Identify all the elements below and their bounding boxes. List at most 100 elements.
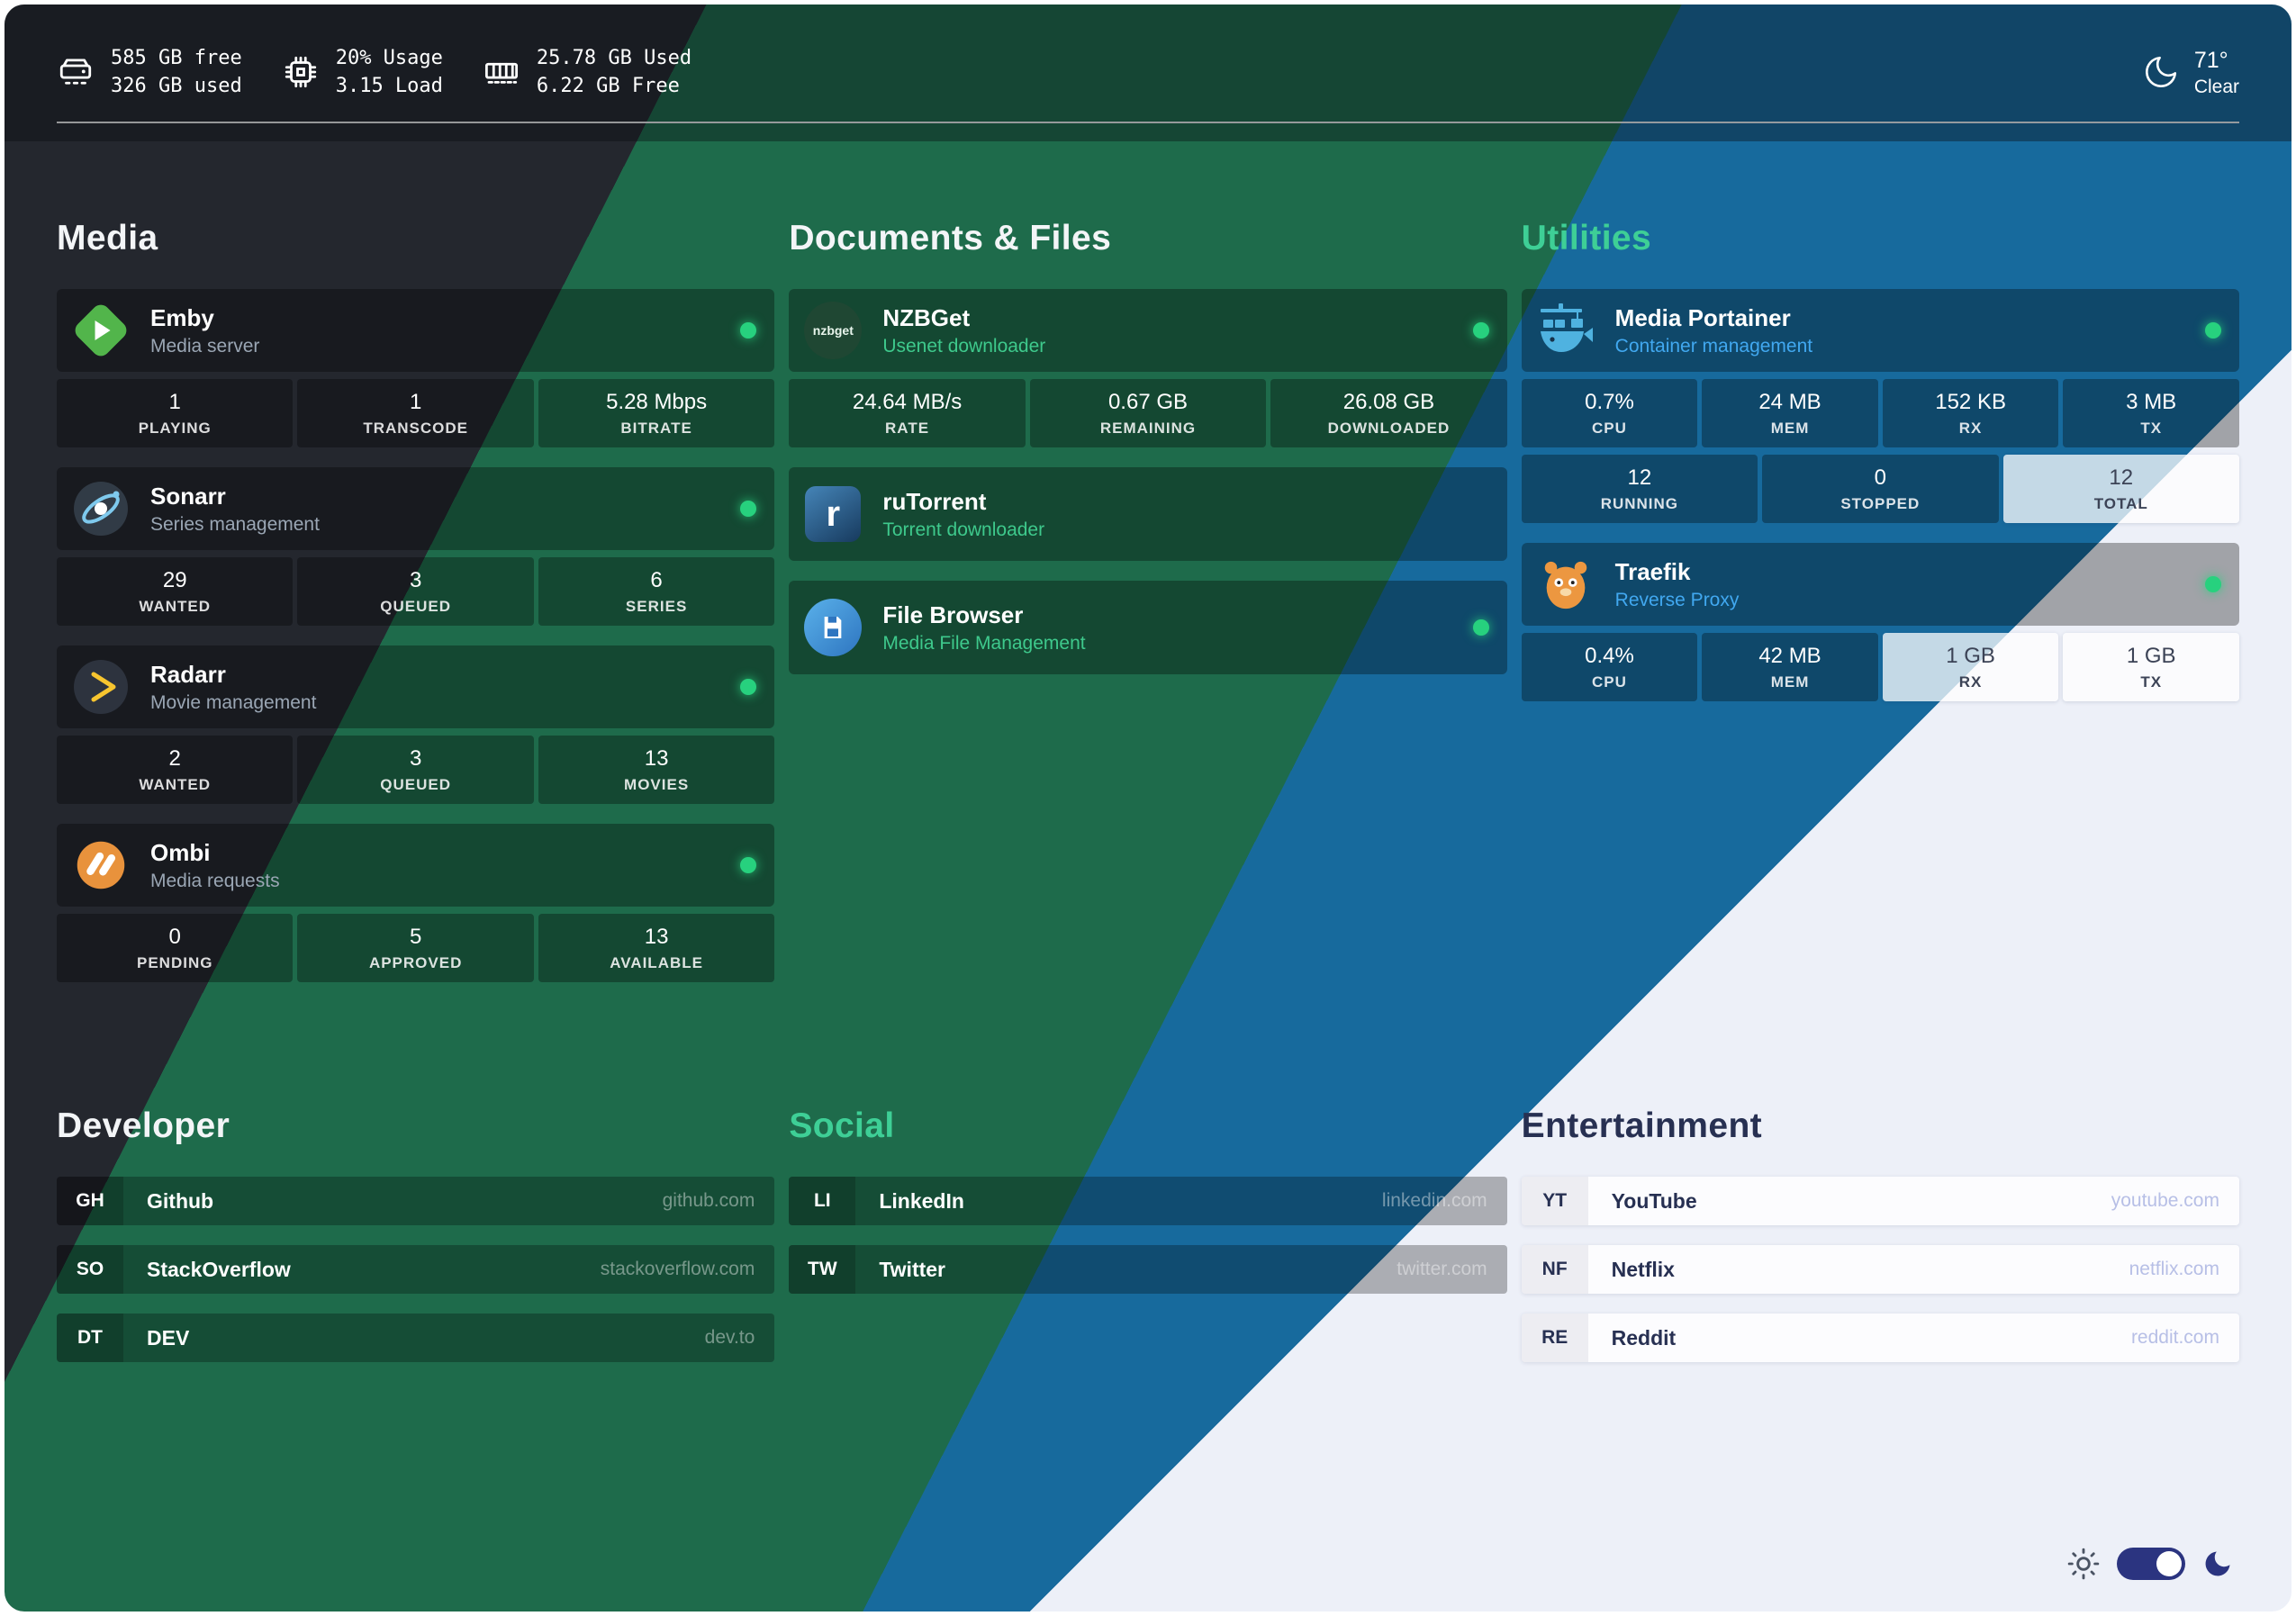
stat-value: 3 xyxy=(409,745,422,771)
stat-tile: 24 MB MEM xyxy=(1702,379,1878,447)
stat-value: 24.64 MB/s xyxy=(852,389,963,414)
cpu-load-text: 3.15 Load xyxy=(335,75,443,97)
link-name: StackOverflow xyxy=(147,1257,291,1281)
cpu-usage-text: 20% Usage xyxy=(335,47,443,69)
app-card-filebrowser[interactable]: File Browser Media File Management xyxy=(789,581,1507,674)
stat-tile: 2 WANTED xyxy=(57,736,294,804)
disk-stats: 585 GB free 326 GB used xyxy=(57,44,242,100)
stat-label: PENDING xyxy=(136,953,213,971)
topbar-divider xyxy=(57,122,2239,123)
app-subtitle: Series management xyxy=(150,513,320,535)
app-subtitle: Media File Management xyxy=(882,632,1086,654)
link-url: dev.to xyxy=(704,1327,755,1348)
stat-tile: 13 MOVIES xyxy=(538,736,775,804)
section-heading-documents: Documents & Files xyxy=(789,219,1112,257)
app-card-sonarr[interactable]: Sonarr Series management 29 WANTED 3 QUE… xyxy=(57,467,775,626)
link-url: youtube.com xyxy=(2111,1190,2219,1211)
stat-tile: 0.67 GB REMAINING xyxy=(1029,379,1267,447)
stat-tile: 6 SERIES xyxy=(538,557,775,626)
status-dot xyxy=(740,322,757,339)
disk-used-text: 326 GB used xyxy=(111,75,242,97)
stat-value: 12 xyxy=(2109,465,2134,490)
link-youtube[interactable]: YT YouTube youtube.com xyxy=(1521,1177,2239,1225)
link-badge: NF xyxy=(1521,1245,1588,1294)
link-url: linkedin.com xyxy=(1381,1190,1487,1211)
section-heading-media: Media xyxy=(57,219,158,257)
app-subtitle: Movie management xyxy=(150,691,317,713)
app-card-ombi[interactable]: Ombi Media requests 0 PENDING 5 APPROVED xyxy=(57,824,775,982)
theme-switch[interactable] xyxy=(2117,1548,2185,1580)
stat-value: 26.08 GB xyxy=(1342,389,1435,414)
sonarr-icon xyxy=(71,479,131,538)
section-heading-developer: Developer xyxy=(57,1106,231,1145)
status-dot xyxy=(1472,619,1489,636)
app-subtitle: Torrent downloader xyxy=(882,519,1045,540)
cpu-stats: 20% Usage 3.15 Load xyxy=(282,44,443,100)
stat-tile: 5.28 Mbps BITRATE xyxy=(538,379,775,447)
app-title: Media Portainer xyxy=(1614,303,1791,331)
moon-icon-dark xyxy=(2201,1548,2234,1580)
stat-value: 0 xyxy=(1874,465,1886,490)
app-title: Sonarr xyxy=(150,482,226,510)
app-title: NZBGet xyxy=(882,303,971,331)
link-badge: YT xyxy=(1521,1177,1588,1225)
link-name: DEV xyxy=(147,1325,190,1350)
ombi-icon xyxy=(71,835,131,895)
status-dot xyxy=(740,857,757,873)
stat-tile: 12 RUNNING xyxy=(1521,455,1758,523)
stat-value: 29 xyxy=(162,567,187,592)
app-card-radarr[interactable]: Radarr Movie management 2 WANTED 3 QUEUE… xyxy=(57,645,775,804)
stat-label: RATE xyxy=(885,419,930,437)
theme-switch-knob xyxy=(2156,1551,2182,1576)
app-card-emby[interactable]: Emby Media server 1 PLAYING 1 TRANSCODE xyxy=(57,289,775,447)
app-card-traefik[interactable]: Traefik Reverse Proxy 0.4% CPU 42 MB MEM xyxy=(1521,543,2239,701)
section-heading-utilities: Utilities xyxy=(1521,219,1652,257)
stat-tile: 3 QUEUED xyxy=(297,557,534,626)
status-dot xyxy=(1472,322,1489,339)
link-linkedin[interactable]: LI LinkedIn linkedin.com xyxy=(789,1177,1507,1225)
link-reddit[interactable]: RE Reddit reddit.com xyxy=(1521,1314,2239,1362)
app-card-nzbget[interactable]: nzbget NZBGet Usenet downloader 24.64 MB… xyxy=(789,289,1507,447)
stat-label: RX xyxy=(1958,673,1983,691)
section-media: Media Emby Media server xyxy=(57,219,775,1002)
stat-tile: 1 PLAYING xyxy=(57,379,294,447)
status-dot xyxy=(2204,322,2221,339)
stat-value: 13 xyxy=(644,924,669,949)
app-subtitle: Container management xyxy=(1614,335,1813,357)
stat-label: MOVIES xyxy=(624,775,690,793)
link-twitter[interactable]: TW Twitter twitter.com xyxy=(789,1245,1507,1294)
stat-tile: 0.7% CPU xyxy=(1521,379,1698,447)
link-github[interactable]: GH Github github.com xyxy=(57,1177,775,1225)
section-heading-entertainment: Entertainment xyxy=(1521,1106,1763,1145)
stat-value: 13 xyxy=(644,745,669,771)
stat-label: CPU xyxy=(1591,419,1627,437)
stat-label: MEM xyxy=(1770,419,1810,437)
stat-label: CPU xyxy=(1591,673,1627,691)
link-netflix[interactable]: NF Netflix netflix.com xyxy=(1521,1245,2239,1294)
link-url: reddit.com xyxy=(2130,1327,2219,1348)
link-badge: RE xyxy=(1521,1314,1588,1362)
stat-tile: 24.64 MB/s RATE xyxy=(789,379,1026,447)
link-name: YouTube xyxy=(1611,1188,1697,1213)
link-url: netflix.com xyxy=(2129,1259,2219,1279)
stat-value: 0.4% xyxy=(1585,643,1634,668)
stat-value: 5.28 Mbps xyxy=(606,389,708,414)
dashboard: 585 GB free 326 GB used 20% Usage 3.15 L… xyxy=(5,5,2291,1611)
stat-value: 0.67 GB xyxy=(1107,389,1189,414)
app-card-rutorrent[interactable]: r ruTorrent Torrent downloader xyxy=(789,467,1507,561)
stat-value: 6 xyxy=(650,567,663,592)
ram-stats: 25.78 GB Used 6.22 GB Free xyxy=(483,44,692,100)
link-dev[interactable]: DT DEV dev.to xyxy=(57,1314,775,1362)
stat-value: 1 GB xyxy=(2126,643,2176,668)
stat-label: BITRATE xyxy=(620,419,692,437)
link-name: Github xyxy=(147,1188,214,1213)
ram-free-text: 6.22 GB Free xyxy=(536,75,680,97)
app-subtitle: Media server xyxy=(150,335,260,357)
stat-label: WANTED xyxy=(139,597,212,615)
app-card-portainer[interactable]: Media Portainer Container management 0.7… xyxy=(1521,289,2239,523)
stat-value: 1 xyxy=(168,389,181,414)
stat-label: QUEUED xyxy=(380,775,452,793)
stat-value: 2 xyxy=(168,745,181,771)
link-stackoverflow[interactable]: SO StackOverflow stackoverflow.com xyxy=(57,1245,775,1294)
memory-icon xyxy=(483,53,520,91)
